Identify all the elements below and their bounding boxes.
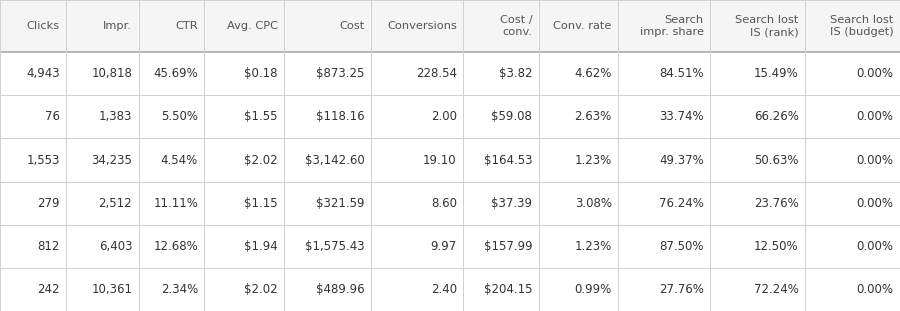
Text: 10,818: 10,818 bbox=[92, 67, 132, 80]
Text: Clicks: Clicks bbox=[26, 21, 59, 31]
Text: 4,943: 4,943 bbox=[26, 67, 59, 80]
Text: Cost: Cost bbox=[339, 21, 365, 31]
Text: 45.69%: 45.69% bbox=[153, 67, 198, 80]
Text: 2.34%: 2.34% bbox=[161, 283, 198, 296]
Text: Avg. CPC: Avg. CPC bbox=[227, 21, 277, 31]
Text: $0.18: $0.18 bbox=[244, 67, 277, 80]
Text: $118.16: $118.16 bbox=[316, 110, 364, 123]
Text: Conversions: Conversions bbox=[387, 21, 457, 31]
Text: 812: 812 bbox=[37, 240, 59, 253]
Bar bbox=[0, 52, 900, 95]
Text: 6,403: 6,403 bbox=[99, 240, 132, 253]
Text: 0.00%: 0.00% bbox=[857, 240, 894, 253]
Text: 15.49%: 15.49% bbox=[754, 67, 799, 80]
Text: 1.23%: 1.23% bbox=[574, 240, 612, 253]
Text: Search lost
IS (budget): Search lost IS (budget) bbox=[830, 15, 894, 37]
Text: 2,512: 2,512 bbox=[99, 197, 132, 210]
Text: 0.00%: 0.00% bbox=[857, 283, 894, 296]
Text: $1.55: $1.55 bbox=[244, 110, 277, 123]
Text: $2.02: $2.02 bbox=[244, 283, 277, 296]
Text: $204.15: $204.15 bbox=[484, 283, 532, 296]
Text: 228.54: 228.54 bbox=[416, 67, 457, 80]
Text: $3,142.60: $3,142.60 bbox=[305, 154, 364, 167]
Text: 5.50%: 5.50% bbox=[161, 110, 198, 123]
Text: $1,575.43: $1,575.43 bbox=[305, 240, 364, 253]
Text: 2.40: 2.40 bbox=[431, 283, 457, 296]
Text: $1.94: $1.94 bbox=[244, 240, 277, 253]
Text: 76.24%: 76.24% bbox=[659, 197, 704, 210]
Text: 33.74%: 33.74% bbox=[659, 110, 704, 123]
Text: Cost /
conv.: Cost / conv. bbox=[500, 15, 532, 37]
Bar bbox=[0, 225, 900, 268]
Text: 27.76%: 27.76% bbox=[659, 283, 704, 296]
Text: 10,361: 10,361 bbox=[91, 283, 132, 296]
Bar bbox=[0, 268, 900, 311]
Text: 0.00%: 0.00% bbox=[857, 154, 894, 167]
Text: Impr.: Impr. bbox=[104, 21, 132, 31]
Text: 12.50%: 12.50% bbox=[754, 240, 799, 253]
Bar bbox=[0, 138, 900, 182]
Text: $1.15: $1.15 bbox=[244, 197, 277, 210]
Text: 279: 279 bbox=[37, 197, 59, 210]
Text: $37.39: $37.39 bbox=[491, 197, 532, 210]
Text: 34,235: 34,235 bbox=[92, 154, 132, 167]
Text: CTR: CTR bbox=[176, 21, 198, 31]
Text: 12.68%: 12.68% bbox=[153, 240, 198, 253]
Bar bbox=[0, 0, 900, 52]
Bar bbox=[0, 95, 900, 138]
Text: 0.00%: 0.00% bbox=[857, 197, 894, 210]
Text: 2.63%: 2.63% bbox=[574, 110, 612, 123]
Text: 66.26%: 66.26% bbox=[754, 110, 799, 123]
Text: 2.00: 2.00 bbox=[431, 110, 457, 123]
Text: $321.59: $321.59 bbox=[316, 197, 364, 210]
Text: 4.54%: 4.54% bbox=[161, 154, 198, 167]
Text: $59.08: $59.08 bbox=[491, 110, 532, 123]
Text: 9.97: 9.97 bbox=[430, 240, 457, 253]
Text: 72.24%: 72.24% bbox=[754, 283, 799, 296]
Text: $3.82: $3.82 bbox=[499, 67, 532, 80]
Text: 8.60: 8.60 bbox=[431, 197, 457, 210]
Text: 1,383: 1,383 bbox=[99, 110, 132, 123]
Text: 0.00%: 0.00% bbox=[857, 67, 894, 80]
Text: 84.51%: 84.51% bbox=[659, 67, 704, 80]
Text: 0.00%: 0.00% bbox=[857, 110, 894, 123]
Text: 3.08%: 3.08% bbox=[575, 197, 612, 210]
Text: Search lost
IS (rank): Search lost IS (rank) bbox=[735, 15, 799, 37]
Text: $157.99: $157.99 bbox=[483, 240, 532, 253]
Text: $873.25: $873.25 bbox=[317, 67, 364, 80]
Text: 4.62%: 4.62% bbox=[574, 67, 612, 80]
Text: $489.96: $489.96 bbox=[316, 283, 364, 296]
Text: 76: 76 bbox=[45, 110, 59, 123]
Text: 49.37%: 49.37% bbox=[659, 154, 704, 167]
Text: 19.10: 19.10 bbox=[423, 154, 457, 167]
Text: 1,553: 1,553 bbox=[26, 154, 59, 167]
Text: 50.63%: 50.63% bbox=[754, 154, 799, 167]
Text: Search
impr. share: Search impr. share bbox=[640, 15, 704, 37]
Bar bbox=[0, 182, 900, 225]
Text: 11.11%: 11.11% bbox=[153, 197, 198, 210]
Text: 242: 242 bbox=[37, 283, 59, 296]
Text: 23.76%: 23.76% bbox=[754, 197, 799, 210]
Text: 1.23%: 1.23% bbox=[574, 154, 612, 167]
Text: 87.50%: 87.50% bbox=[660, 240, 704, 253]
Text: 0.99%: 0.99% bbox=[574, 283, 612, 296]
Text: $2.02: $2.02 bbox=[244, 154, 277, 167]
Text: $164.53: $164.53 bbox=[484, 154, 532, 167]
Text: Conv. rate: Conv. rate bbox=[554, 21, 612, 31]
